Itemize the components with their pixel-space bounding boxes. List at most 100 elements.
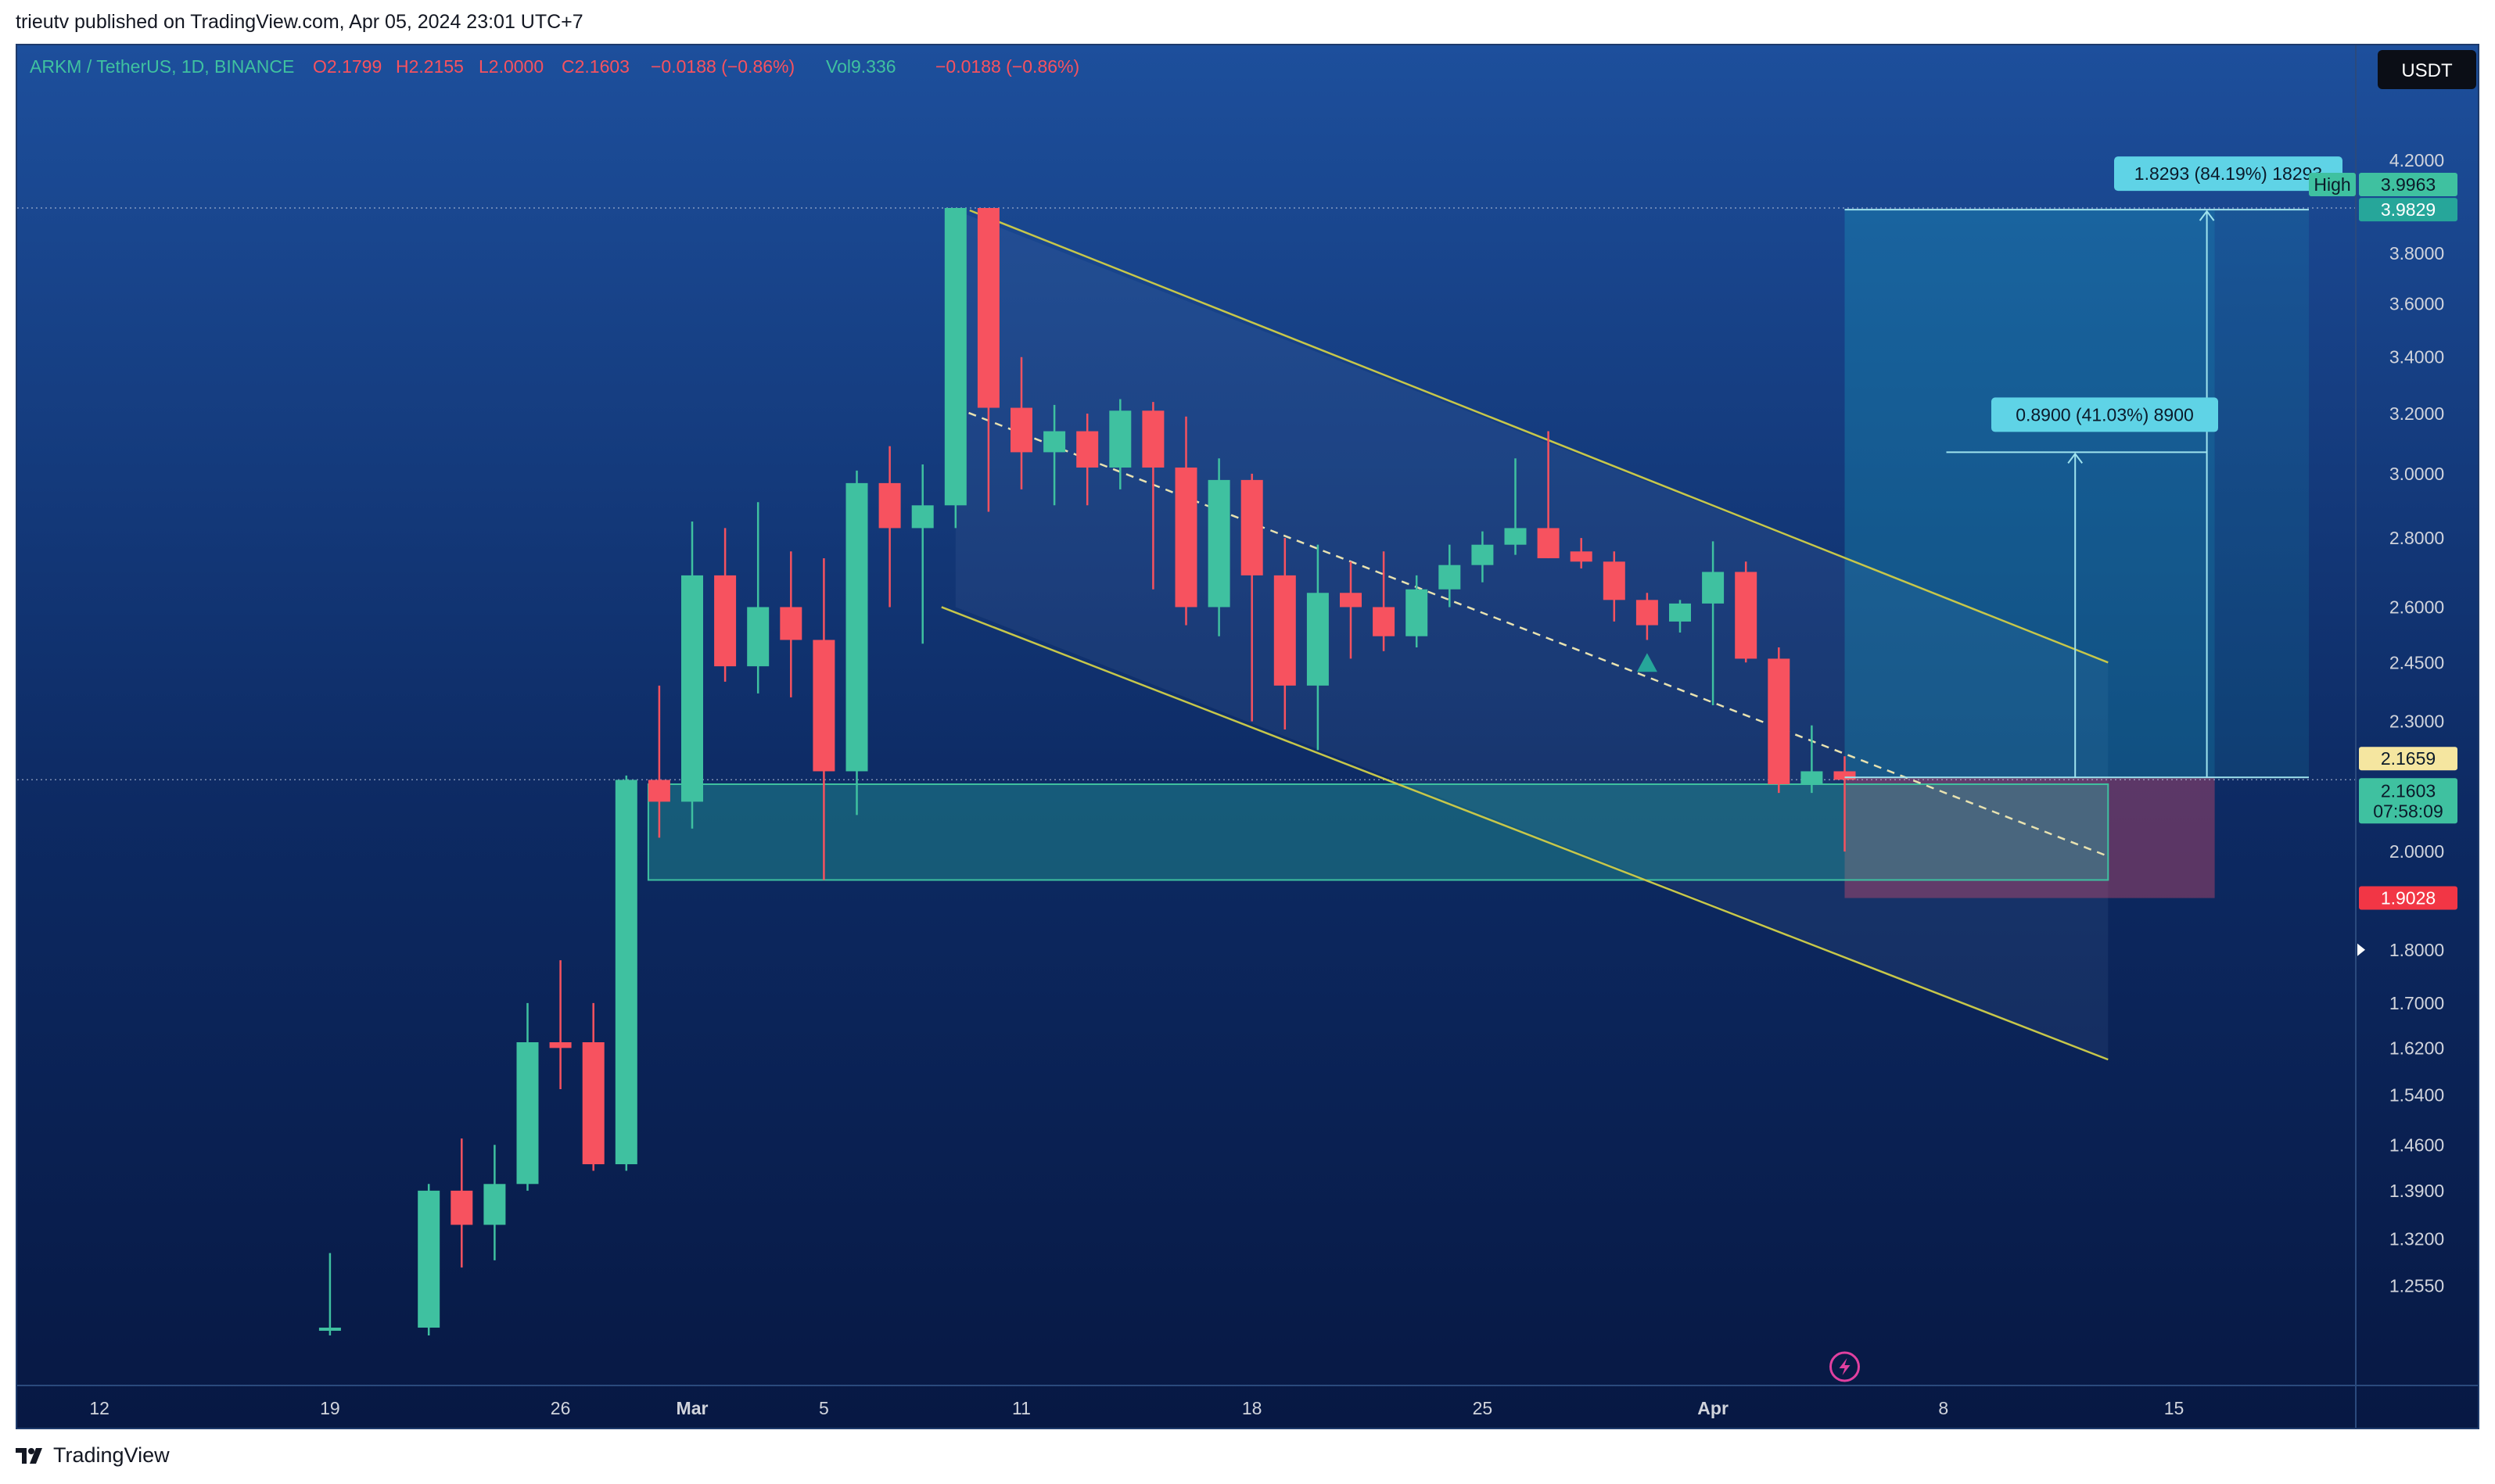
candle[interactable] — [1240, 473, 1263, 722]
candle[interactable] — [582, 1002, 605, 1171]
candle[interactable] — [1109, 399, 1132, 489]
price-tick-label: 1.3900 — [2389, 1181, 2444, 1201]
time-tick-label: 5 — [819, 1398, 829, 1418]
candle[interactable] — [318, 1253, 341, 1335]
target-label[interactable]: 1.8293 (84.19%) 18293 — [2114, 156, 2342, 192]
price-tick-label: 1.6200 — [2389, 1038, 2444, 1058]
candle[interactable] — [1373, 551, 1395, 651]
candle-body — [1702, 572, 1725, 604]
time-tick-label: 8 — [1938, 1398, 1948, 1418]
candle-body — [714, 575, 737, 667]
candle[interactable] — [549, 960, 572, 1089]
candle[interactable] — [648, 685, 670, 838]
candle[interactable] — [1504, 458, 1527, 555]
time-tick-label: Mar — [677, 1398, 709, 1418]
stop-value-label-bg — [2359, 886, 2457, 910]
price-tick-label: 3.0000 — [2389, 464, 2444, 484]
candle[interactable] — [1142, 402, 1165, 590]
candle[interactable] — [911, 464, 934, 644]
candle-body — [1011, 407, 1032, 453]
candle[interactable] — [714, 528, 737, 682]
candle-body — [1373, 607, 1395, 636]
target-zone — [1844, 210, 2215, 778]
candle[interactable] — [1043, 404, 1066, 506]
entry-value-label-text: 2.1659 — [2381, 748, 2436, 769]
footer: TradingView — [0, 1429, 2495, 1484]
candle[interactable] — [1768, 647, 1790, 794]
candle[interactable] — [747, 502, 770, 694]
entry-value-label: 2.1659 — [2359, 747, 2457, 771]
candle[interactable] — [1833, 756, 1856, 852]
high-price-tag-bg — [2309, 173, 2356, 196]
candle[interactable] — [813, 557, 835, 880]
candle[interactable] — [1208, 458, 1230, 636]
candle-body — [1340, 593, 1362, 608]
candle-body — [681, 575, 703, 802]
sub-target-label[interactable]: 0.8900 (41.03%) 8900 — [1991, 397, 2218, 432]
currency-button[interactable]: USDT — [2378, 50, 2476, 89]
candle[interactable] — [1076, 413, 1099, 506]
price-tick-label: 1.3200 — [2389, 1228, 2444, 1249]
candle[interactable] — [1306, 544, 1329, 751]
lightning-icon-ring — [1829, 1351, 1860, 1382]
signal-triangle-icon[interactable] — [1636, 653, 1657, 672]
chart-frame[interactable]: 1.8293 (84.19%) 18293 0.8900 (41.03%) 890… — [16, 44, 2479, 1429]
candle[interactable] — [780, 551, 802, 697]
candle-body — [1537, 528, 1560, 558]
entry-value-label-bg — [2359, 747, 2457, 771]
candle[interactable] — [977, 207, 1000, 512]
sub-target-label-text: 0.8900 (41.03%) 8900 — [2016, 404, 2194, 425]
candle[interactable] — [1800, 725, 1823, 794]
lightning-icon[interactable] — [1829, 1351, 1860, 1382]
price-tick-label: 2.4500 — [2389, 652, 2444, 672]
target-value-label: 3.9829 — [2359, 198, 2457, 222]
legend-vol-change: −0.0188 (−0.86%) — [935, 56, 1079, 77]
chart-canvas[interactable]: 1.8293 (84.19%) 18293 0.8900 (41.03%) 890… — [17, 45, 2479, 1429]
candle[interactable] — [1669, 600, 1691, 633]
candle[interactable] — [1175, 416, 1197, 626]
candle[interactable] — [845, 470, 868, 815]
tradingview-logo[interactable]: TradingView — [16, 1443, 170, 1468]
candle[interactable] — [878, 446, 901, 608]
candle[interactable] — [1635, 593, 1658, 640]
candle-body — [1076, 431, 1099, 468]
candle[interactable] — [1438, 544, 1461, 608]
price-tick-label: 2.3000 — [2389, 712, 2444, 732]
candle-body — [549, 1041, 572, 1048]
stop-value-label-text: 1.9028 — [2381, 888, 2436, 909]
candle[interactable] — [451, 1138, 473, 1268]
candle[interactable] — [516, 1002, 539, 1191]
high-price-tag-text: High — [2314, 174, 2350, 195]
candle-body — [944, 207, 967, 506]
price-tick-label: 3.8000 — [2389, 243, 2444, 263]
candle[interactable] — [1471, 531, 1494, 582]
price-tick-label: 1.7000 — [2389, 993, 2444, 1013]
candle[interactable] — [1537, 431, 1560, 558]
legend-change: −0.0188 (−0.86%) — [651, 56, 795, 77]
candle-body — [1273, 575, 1296, 686]
candle[interactable] — [1735, 561, 1757, 663]
legend-high: H2.2155 — [396, 56, 464, 77]
candle[interactable] — [1603, 551, 1625, 622]
candle-body — [1800, 771, 1823, 784]
candle-body — [1142, 410, 1165, 468]
candle[interactable] — [418, 1184, 440, 1335]
candle[interactable] — [1702, 541, 1725, 706]
candle[interactable] — [1405, 575, 1428, 647]
candle[interactable] — [944, 207, 967, 529]
candle[interactable] — [1273, 538, 1296, 729]
channel-upper-line — [969, 209, 2109, 664]
candle[interactable] — [483, 1145, 506, 1260]
price-tick-label: 2.6000 — [2389, 597, 2444, 617]
candle[interactable] — [1340, 561, 1362, 659]
candle[interactable] — [1011, 357, 1032, 489]
candle-body — [418, 1190, 440, 1328]
candle[interactable] — [615, 775, 637, 1171]
publish-header: trieutv published on TradingView.com, Ap… — [0, 0, 2495, 44]
legend-volume: Vol9.336 — [826, 56, 896, 77]
legend-open: O2.1799 — [313, 56, 382, 77]
candle-body — [1306, 593, 1329, 686]
candle-body — [516, 1041, 539, 1185]
candle[interactable] — [1570, 538, 1592, 569]
candle[interactable] — [681, 522, 703, 829]
